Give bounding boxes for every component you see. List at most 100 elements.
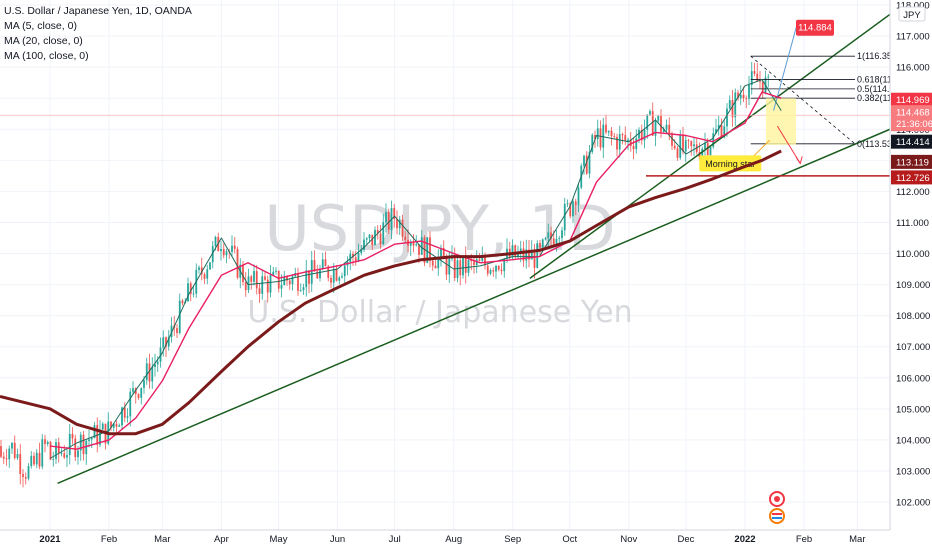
price-badge-box: [891, 92, 932, 107]
candle-body: [123, 407, 126, 418]
candle-body: [596, 128, 599, 140]
time-tick-label: Feb: [796, 534, 812, 545]
candle-body: [2, 456, 5, 459]
price-tick-label: 116.000: [896, 63, 930, 74]
candle-body: [121, 407, 123, 426]
candle-body: [440, 247, 442, 257]
candle-body: [266, 279, 269, 293]
annotation-text: Morning star: [705, 159, 755, 169]
candle-body: [66, 455, 68, 458]
candle-body: [302, 287, 305, 291]
candle-body: [418, 244, 420, 255]
candle-body: [676, 148, 679, 158]
moving-averages: [0, 79, 782, 459]
candle-body: [27, 466, 30, 479]
candle-body: [420, 237, 423, 255]
candle-body: [566, 203, 569, 205]
candle-body: [261, 276, 264, 294]
event-flag-dot: [774, 496, 780, 502]
candle-body: [365, 238, 368, 240]
candle-body: [640, 129, 643, 141]
candle-body: [734, 92, 737, 118]
candle-body: [38, 452, 41, 467]
price-tick-label: 102.000: [896, 498, 930, 509]
candle-body: [214, 236, 217, 247]
candle-body: [552, 238, 555, 245]
indicator-ma100[interactable]: MA (100, close, 0): [4, 50, 89, 62]
candle-body: [382, 222, 385, 245]
candle-body: [189, 283, 192, 294]
candle-body: [489, 270, 492, 274]
indicator-ma20[interactable]: MA (20, close, 0): [4, 35, 83, 47]
candle-body: [748, 84, 750, 99]
candle-body: [613, 136, 616, 137]
candle-body: [684, 140, 687, 152]
time-tick-label: Dec: [678, 534, 695, 545]
candle-body: [701, 148, 704, 158]
candle-body: [349, 253, 352, 263]
candle-body: [313, 260, 316, 272]
candle-body: [206, 269, 209, 279]
us-flag-icon[interactable]: [769, 508, 785, 524]
candle-body: [126, 416, 129, 418]
candle-body: [572, 201, 574, 217]
candle-body: [233, 245, 236, 249]
currency-label[interactable]: JPY: [898, 6, 926, 22]
indicator-ma5[interactable]: MA (5, close, 0): [4, 20, 77, 32]
candle-body: [368, 234, 371, 239]
candle-body: [5, 458, 8, 460]
candle-body: [308, 270, 310, 284]
fib-level-label: 0.382(114.6: [857, 93, 904, 103]
grid-lines: [0, 0, 890, 530]
time-tick-label: Jun: [330, 534, 345, 545]
candle-body: [203, 274, 206, 279]
price-badge-box: [891, 154, 932, 169]
symbol-title[interactable]: U.S. Dollar / Japanese Yen, 1D, OANDA: [4, 5, 192, 17]
time-tick-label: 2021: [39, 534, 61, 545]
candle-body: [654, 120, 657, 136]
candle-body: [717, 124, 720, 130]
candle-body: [544, 238, 547, 240]
candle-body: [511, 245, 514, 258]
candle-body: [396, 219, 398, 229]
candle-body: [541, 239, 544, 248]
candle-body: [165, 337, 167, 347]
chart-legend: U.S. Dollar / Japanese Yen, 1D, OANDA MA…: [4, 4, 192, 64]
candle-body: [137, 394, 140, 398]
candle-body: [632, 145, 635, 150]
candle-body: [635, 138, 638, 150]
candle-body: [715, 129, 717, 134]
candle-body: [624, 135, 627, 141]
candle-body: [429, 237, 431, 261]
candle-body: [385, 212, 387, 223]
time-axis[interactable]: 2021 Feb Mar Apr May Jun Jul Aug Sep Oct Nov Dec 202…: [0, 529, 932, 550]
candle-body: [264, 276, 266, 280]
candle-body: [561, 230, 563, 239]
candle-body: [24, 477, 27, 479]
candle-body: [649, 111, 651, 115]
candle-body: [277, 270, 280, 289]
price-axis[interactable]: 118.000117.000116.000115.000114.000113.0…: [889, 0, 932, 530]
candle-body: [71, 433, 74, 439]
candle-body: [484, 257, 486, 266]
price-badge-box: [891, 170, 932, 185]
candle-body: [555, 238, 558, 245]
candle-body: [723, 126, 726, 138]
economic-events[interactable]: [769, 491, 785, 524]
candle-body: [374, 229, 376, 246]
time-tick-label: Jul: [389, 534, 401, 545]
us-flag-canton: [772, 517, 782, 519]
candle-body: [585, 155, 588, 174]
candle-body: [728, 100, 731, 109]
candle-body: [594, 135, 596, 140]
candle-body: [665, 124, 668, 130]
ma-line-5: [49, 79, 782, 459]
candle-body: [533, 250, 536, 268]
candle-body: [236, 248, 239, 278]
chart-drawings: 1(116.352) 0.618(115.0.5(114.9420.382(114…: [0, 13, 904, 485]
candle-body: [187, 283, 189, 302]
candle-body: [255, 271, 258, 289]
candle-body: [753, 71, 756, 74]
candle-body: [690, 141, 693, 147]
